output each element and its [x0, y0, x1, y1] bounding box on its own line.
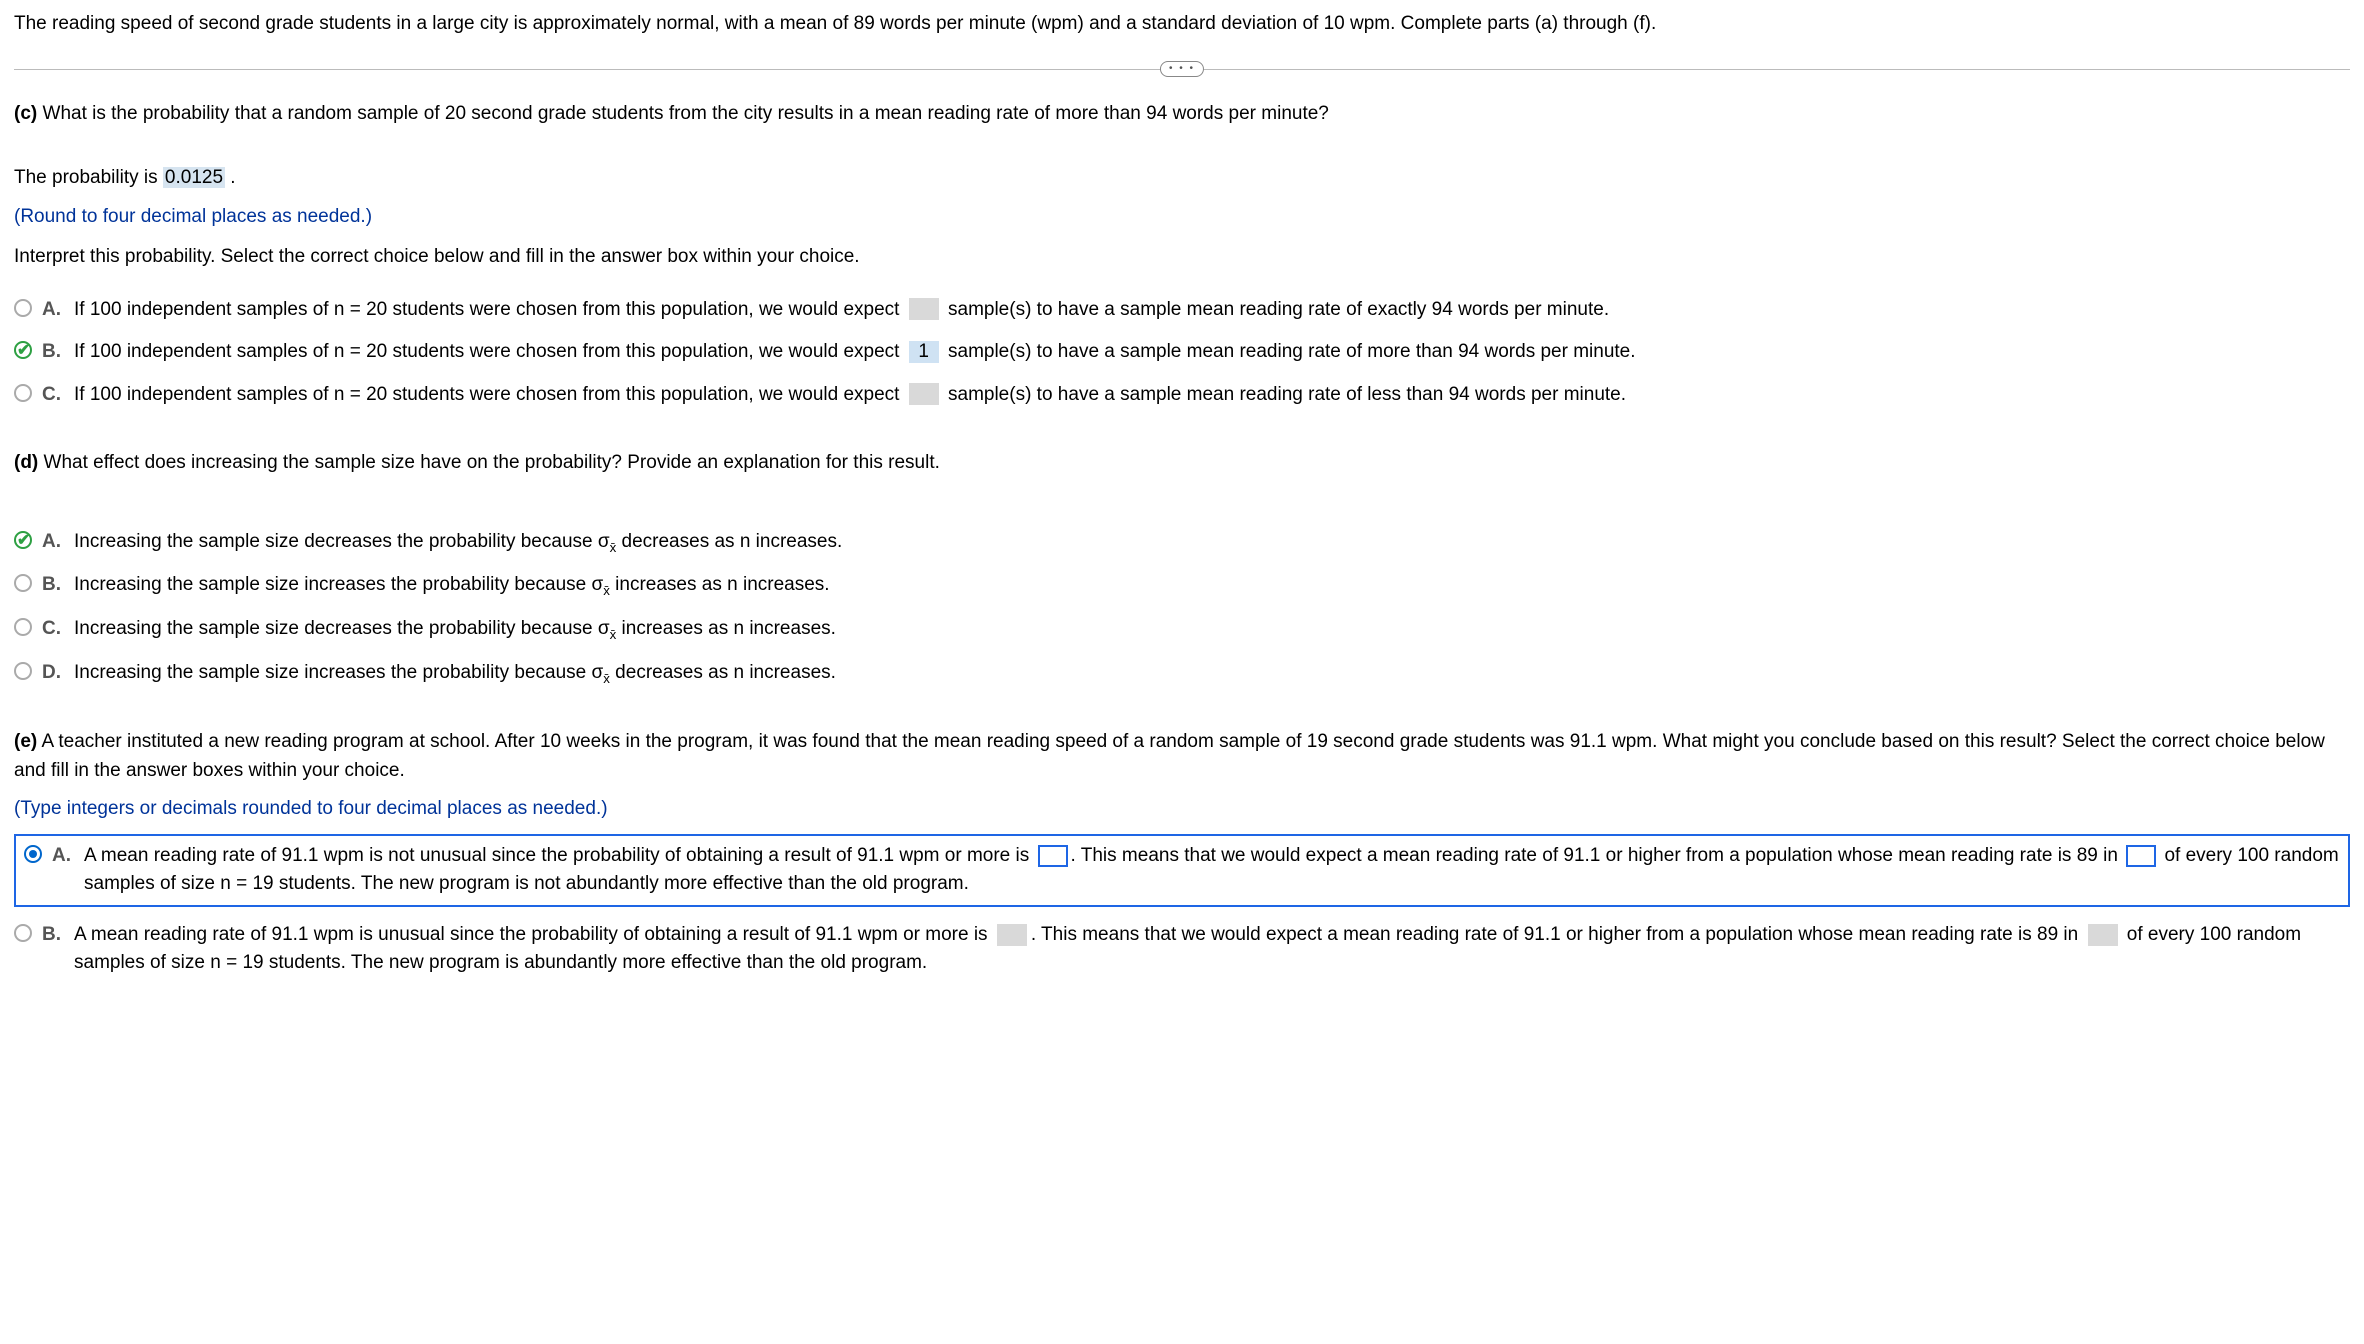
c-b-post: sample(s) to have a sample mean reading … [943, 341, 1636, 362]
radio-e-a[interactable] [24, 845, 42, 863]
radio-c-a[interactable] [14, 299, 32, 317]
c-a-pre: If 100 independent samples of n = 20 stu… [74, 299, 905, 320]
d-d-pre: Increasing the sample size increases the… [74, 662, 592, 683]
sigma-xbar-d-b: σx̄ [592, 574, 610, 595]
option-d-b-text: Increasing the sample size increases the… [74, 571, 2350, 601]
fill-box-e-a-1[interactable] [1038, 845, 1068, 867]
letter-d-d: D. [42, 659, 64, 688]
c-b-pre: If 100 independent samples of n = 20 stu… [74, 341, 905, 362]
letter-e-a: A. [52, 842, 74, 871]
c-c-pre: If 100 independent samples of n = 20 stu… [74, 384, 905, 405]
divider-pill-icon[interactable]: • • • [1160, 61, 1204, 77]
d-b-post: increases as n increases. [610, 574, 830, 595]
xbar-b: x̄ [603, 583, 610, 598]
radio-c-c[interactable] [14, 384, 32, 402]
part-c-interpret-prompt: Interpret this probability. Select the c… [14, 243, 2350, 272]
radio-d-c[interactable] [14, 618, 32, 636]
answer-prefix: The probability is [14, 167, 163, 188]
part-c-question: What is the probability that a random sa… [37, 103, 1329, 124]
fill-box-e-a-2[interactable] [2126, 845, 2156, 867]
question-stem: The reading speed of second grade studen… [14, 10, 2350, 39]
sigma-a: σ [598, 531, 610, 552]
c-c-post: sample(s) to have a sample mean reading … [943, 384, 1626, 405]
letter-b: B. [42, 338, 64, 367]
fill-box-e-b-1[interactable] [997, 924, 1027, 946]
part-e-question: A teacher instituted a new reading progr… [14, 731, 2325, 781]
option-d-d-text: Increasing the sample size increases the… [74, 659, 2350, 689]
letter-c: C. [42, 381, 64, 410]
letter-d-a: A. [42, 528, 64, 557]
part-c: (c) What is the probability that a rando… [14, 100, 2350, 129]
radio-d-b[interactable] [14, 574, 32, 592]
sigma-xbar-d-c: σx̄ [598, 618, 616, 639]
answer-suffix: . [225, 167, 236, 188]
letter-a: A. [42, 296, 64, 325]
part-c-option-a[interactable]: A. If 100 independent samples of n = 20 … [14, 296, 2350, 325]
sigma-d: σ [592, 662, 604, 683]
part-d-option-a[interactable]: A. Increasing the sample size decreases … [14, 528, 2350, 558]
option-d-c-text: Increasing the sample size decreases the… [74, 615, 2350, 645]
sigma-c: σ [598, 618, 610, 639]
part-c-answer-value[interactable]: 0.0125 [163, 167, 225, 188]
fill-box-c-b[interactable]: 1 [909, 341, 939, 363]
part-d-label: (d) [14, 452, 38, 473]
e-b-seg2: . This means that we would expect a mean… [1031, 924, 2084, 945]
letter-d-c: C. [42, 615, 64, 644]
part-d-option-d[interactable]: D. Increasing the sample size increases … [14, 659, 2350, 689]
option-e-b-text: A mean reading rate of 91.1 wpm is unusu… [74, 921, 2350, 978]
option-d-a-text: Increasing the sample size decreases the… [74, 528, 2350, 558]
d-d-post: decreases as n increases. [610, 662, 836, 683]
option-c-b-text: If 100 independent samples of n = 20 stu… [74, 338, 2350, 367]
e-a-seg2: . This means that we would expect a mean… [1071, 845, 2124, 866]
part-d-option-c[interactable]: C. Increasing the sample size decreases … [14, 615, 2350, 645]
sigma-xbar-d-a: σx̄ [598, 531, 616, 552]
d-b-pre: Increasing the sample size increases the… [74, 574, 592, 595]
option-c-c-text: If 100 independent samples of n = 20 stu… [74, 381, 2350, 410]
option-c-a-text: If 100 independent samples of n = 20 stu… [74, 296, 2350, 325]
d-a-pre: Increasing the sample size decreases the… [74, 531, 598, 552]
radio-d-d[interactable] [14, 662, 32, 680]
part-c-option-b[interactable]: B. If 100 independent samples of n = 20 … [14, 338, 2350, 367]
d-c-pre: Increasing the sample size decreases the… [74, 618, 598, 639]
part-c-label: (c) [14, 103, 37, 124]
section-divider: • • • [14, 69, 2350, 70]
part-d-question: What effect does increasing the sample s… [38, 452, 940, 473]
part-e-type-note: (Type integers or decimals rounded to fo… [14, 795, 2350, 824]
d-a-post: decreases as n increases. [616, 531, 842, 552]
part-e: (e) A teacher instituted a new reading p… [14, 728, 2350, 785]
part-e-option-b[interactable]: B. A mean reading rate of 91.1 wpm is un… [14, 921, 2350, 978]
part-e-label: (e) [14, 731, 37, 752]
part-d: (d) What effect does increasing the samp… [14, 449, 2350, 478]
radio-e-b[interactable] [14, 924, 32, 942]
sigma-xbar-d-d: σx̄ [592, 662, 610, 683]
d-c-post: increases as n increases. [616, 618, 836, 639]
e-b-seg1: A mean reading rate of 91.1 wpm is unusu… [74, 924, 993, 945]
letter-e-b: B. [42, 921, 64, 950]
fill-box-c-a[interactable] [909, 298, 939, 320]
part-c-option-c[interactable]: C. If 100 independent samples of n = 20 … [14, 381, 2350, 410]
radio-d-a[interactable] [14, 531, 32, 549]
part-c-round-note: (Round to four decimal places as needed.… [14, 203, 2350, 232]
sigma-b: σ [592, 574, 604, 595]
part-e-option-a[interactable]: A. A mean reading rate of 91.1 wpm is no… [24, 842, 2340, 899]
divider-dots: • • • [1169, 62, 1195, 76]
letter-d-b: B. [42, 571, 64, 600]
part-d-option-b[interactable]: B. Increasing the sample size increases … [14, 571, 2350, 601]
part-c-answer-line: The probability is 0.0125 . [14, 164, 2350, 193]
stem-text: The reading speed of second grade studen… [14, 13, 1656, 34]
part-e-option-a-box: A. A mean reading rate of 91.1 wpm is no… [14, 834, 2350, 907]
c-a-post: sample(s) to have a sample mean reading … [943, 299, 1609, 320]
e-a-seg1: A mean reading rate of 91.1 wpm is not u… [84, 845, 1035, 866]
fill-box-e-b-2[interactable] [2088, 924, 2118, 946]
xbar-d: x̄ [603, 671, 610, 686]
fill-box-c-c[interactable] [909, 383, 939, 405]
option-e-a-text: A mean reading rate of 91.1 wpm is not u… [84, 842, 2340, 899]
radio-c-b[interactable] [14, 341, 32, 359]
